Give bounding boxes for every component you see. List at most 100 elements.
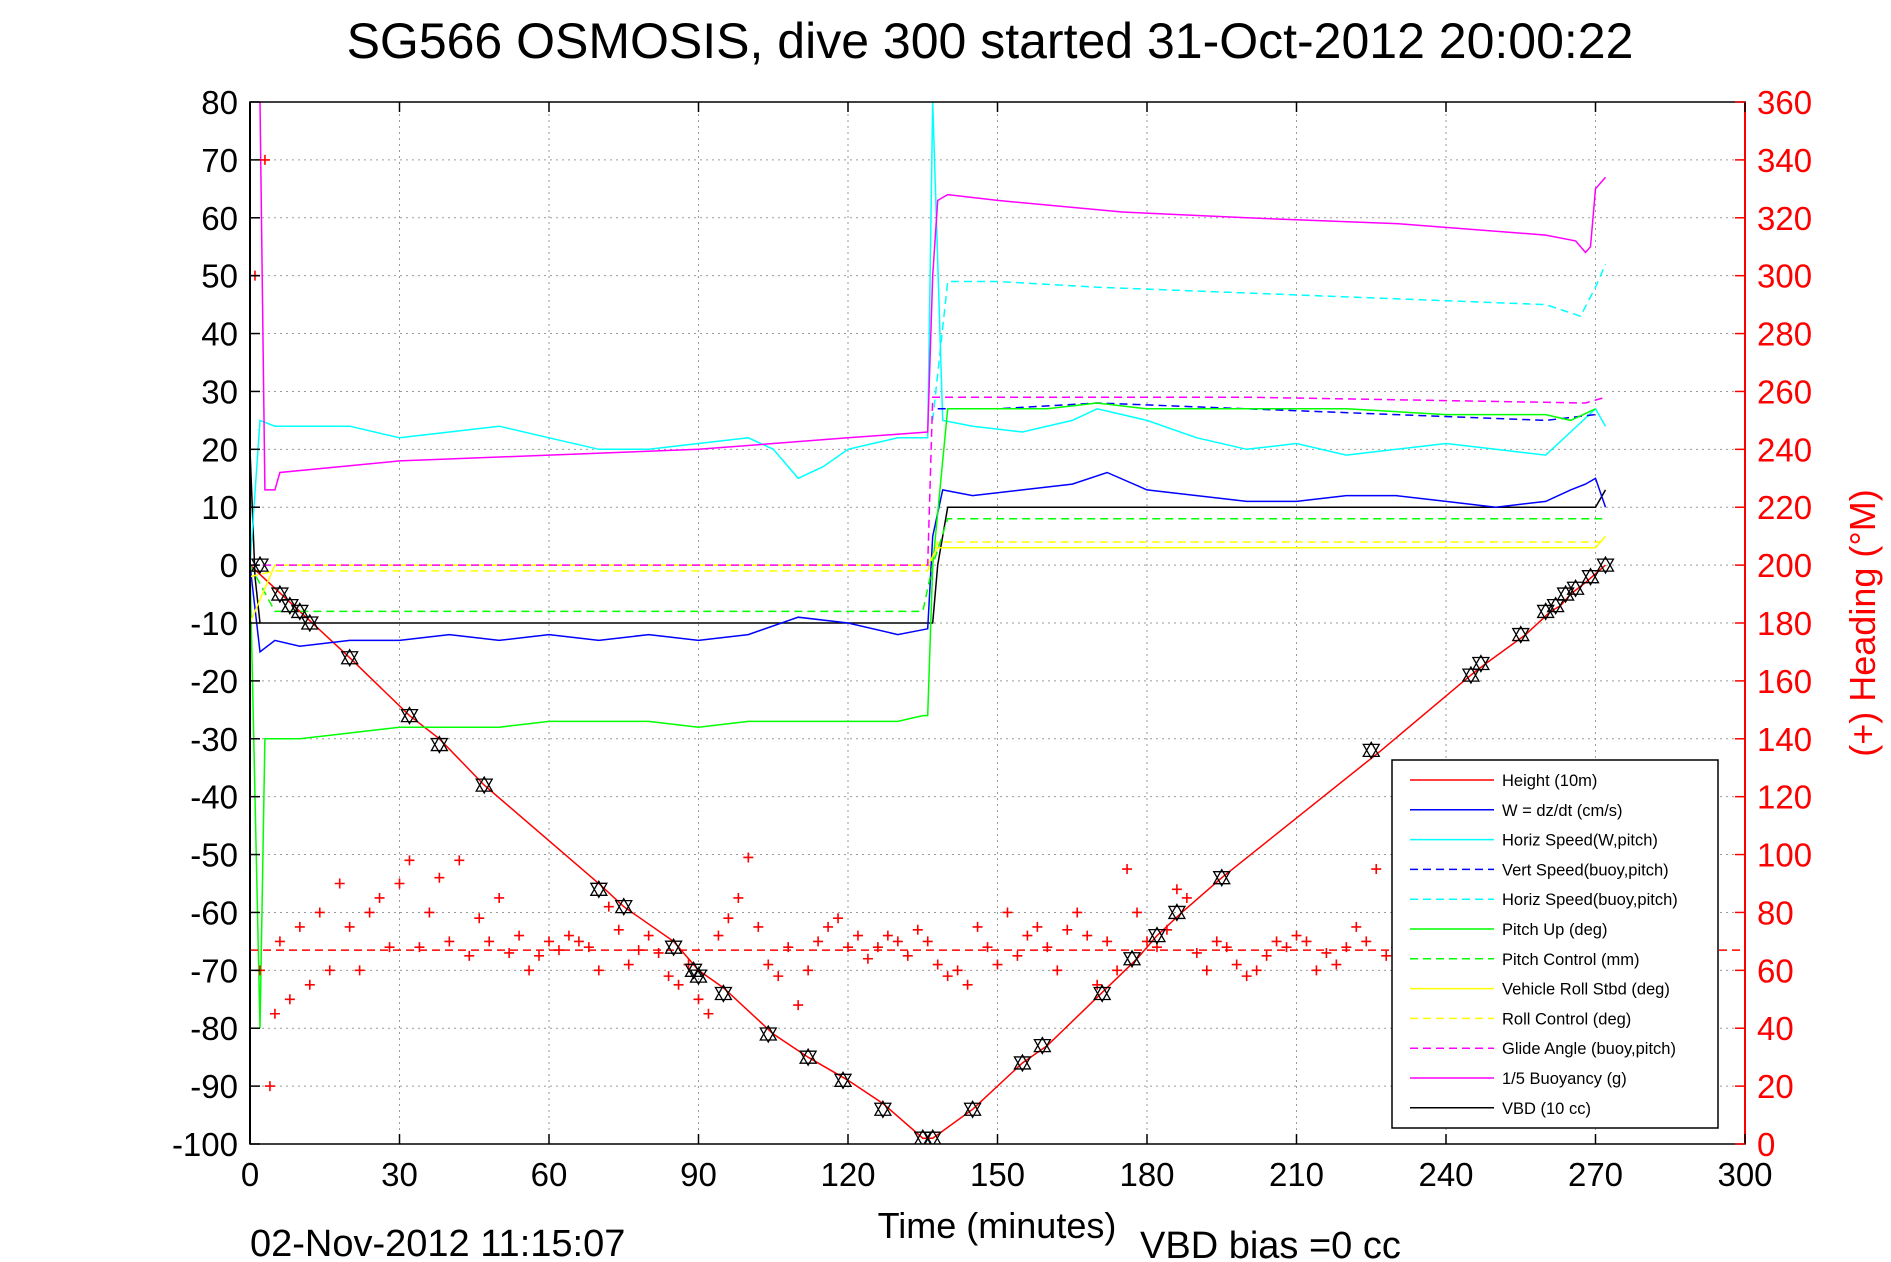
x-tick-label: 150: [970, 1156, 1025, 1193]
point-heading: [992, 959, 1003, 970]
legend-label-pitch-control-mm: Pitch Control (mm): [1502, 951, 1640, 969]
point-heading: [534, 950, 545, 961]
marker-markers: [664, 937, 683, 957]
point-heading: [1181, 892, 1192, 903]
point-heading: [324, 965, 335, 976]
point-heading: [663, 971, 674, 982]
x-tick-label: 30: [381, 1156, 418, 1193]
y2-tick-label: 20: [1757, 1068, 1794, 1105]
x-tick-label: 240: [1418, 1156, 1473, 1193]
legend-label-roll-control-deg: Roll Control (deg): [1502, 1010, 1631, 1028]
point-heading: [269, 1008, 280, 1019]
point-heading: [972, 921, 983, 932]
y-tick-label: 80: [201, 84, 238, 121]
series-vbd-10-cc: [250, 449, 1607, 624]
point-heading: [1381, 950, 1392, 961]
marker-markers: [1167, 903, 1187, 922]
y-tick-label: -10: [190, 605, 238, 642]
y2-tick-label: 80: [1757, 894, 1794, 931]
y-axis-ticks: 80 70 60 50 40 30 20 10 0 -10 -20 -30 -40 -50 -60 -70 -8…: [172, 84, 260, 1163]
x-tick-label: 300: [1717, 1156, 1772, 1193]
y-tick-label: -60: [190, 894, 238, 931]
point-heading: [1082, 930, 1093, 941]
point-heading: [1301, 936, 1312, 947]
y-tick-label: 50: [201, 258, 238, 295]
legend-label-pitch-up-deg: Pitch Up (deg): [1502, 921, 1607, 939]
marker-markers: [1511, 625, 1530, 644]
marker-markers: [280, 596, 299, 615]
marker-markers: [270, 584, 290, 604]
series-roll-control-deg: [250, 541, 1606, 578]
point-heading: [364, 907, 375, 918]
x-tick-label: 270: [1568, 1156, 1623, 1193]
legend-label-vert-speed-buoy-pitch: Vert Speed(buoy,pitch): [1502, 861, 1669, 879]
y2-tick-label: 240: [1757, 431, 1812, 468]
y-tick-label: 20: [201, 431, 238, 468]
point-heading: [603, 901, 614, 912]
y-tick-label: -80: [190, 1010, 238, 1047]
x-tick-label: 90: [680, 1156, 717, 1193]
marker-markers: [1546, 596, 1565, 615]
y2-tick-label: 220: [1757, 489, 1812, 526]
y-tick-label: 40: [201, 316, 238, 353]
x-tick-label: 180: [1119, 1156, 1174, 1193]
y2-tick-label: 160: [1757, 663, 1812, 700]
marker-markers: [913, 1128, 932, 1144]
series-horiz-speed-w-pitch: [250, 102, 1607, 566]
point-heading: [723, 913, 734, 924]
marker-markers: [714, 984, 733, 1003]
legend-label-height-10m: Height (10m): [1502, 772, 1597, 790]
point-heading: [1261, 950, 1272, 961]
point-heading: [1271, 936, 1282, 947]
marker-markers: [923, 1128, 942, 1144]
point-heading: [1351, 921, 1362, 932]
point-heading: [334, 878, 345, 889]
y2-tick-label: 140: [1757, 721, 1812, 758]
point-heading: [962, 979, 973, 990]
point-heading: [1251, 965, 1262, 976]
point-heading: [494, 892, 505, 903]
point-heading: [344, 921, 355, 932]
point-heading: [1371, 864, 1382, 875]
point-heading: [1112, 965, 1123, 976]
y2-axis-ticks: 3603403203002802602402202001801601401201…: [1735, 84, 1812, 1163]
series-pitch-up-deg: [250, 402, 1596, 1029]
marker-markers: [1093, 984, 1112, 1003]
marker-markers: [1596, 555, 1615, 575]
marker-markers: [1033, 1036, 1052, 1055]
x-axis-ticks: 0 30 60 90 120 150 180 210 240 270 300: [241, 102, 1773, 1193]
point-heading: [823, 921, 834, 932]
plot-series: [250, 102, 1745, 1144]
legend-box: [1391, 759, 1719, 1129]
point-heading: [544, 936, 554, 947]
x-tick-label: 120: [820, 1156, 875, 1193]
y2-tick-label: 0: [1757, 1126, 1775, 1163]
point-heading: [304, 979, 315, 990]
y2-tick-label: 280: [1757, 316, 1812, 353]
point-heading: [1062, 924, 1073, 935]
y-tick-label: 70: [201, 142, 238, 179]
point-heading: [862, 953, 873, 964]
point-heading: [573, 936, 584, 947]
series-group: [250, 102, 1745, 1144]
marker-markers: [1536, 602, 1555, 621]
point-heading: [1102, 936, 1113, 947]
point-heading: [673, 979, 684, 990]
point-heading: [733, 892, 744, 903]
y-tick-label: 60: [201, 200, 238, 237]
marker-markers: [250, 555, 270, 575]
y2-axis-label: (+) Heading (°M): [1842, 489, 1883, 756]
y2-tick-label: 40: [1757, 1010, 1794, 1047]
marker-markers: [340, 648, 359, 668]
point-heading: [1281, 942, 1292, 953]
chart-title: SG566 OSMOSIS, dive 300 started 31-Oct-2…: [347, 13, 1634, 69]
y-tick-label: 10: [201, 489, 238, 526]
marker-markers: [759, 1024, 778, 1044]
y-tick-label: -20: [190, 663, 238, 700]
point-heading: [464, 950, 475, 961]
y2-tick-label: 200: [1757, 547, 1812, 584]
point-heading: [1132, 907, 1143, 918]
point-heading: [813, 936, 824, 947]
y2-tick-label: 300: [1757, 258, 1812, 295]
point-heading: [1321, 947, 1332, 958]
